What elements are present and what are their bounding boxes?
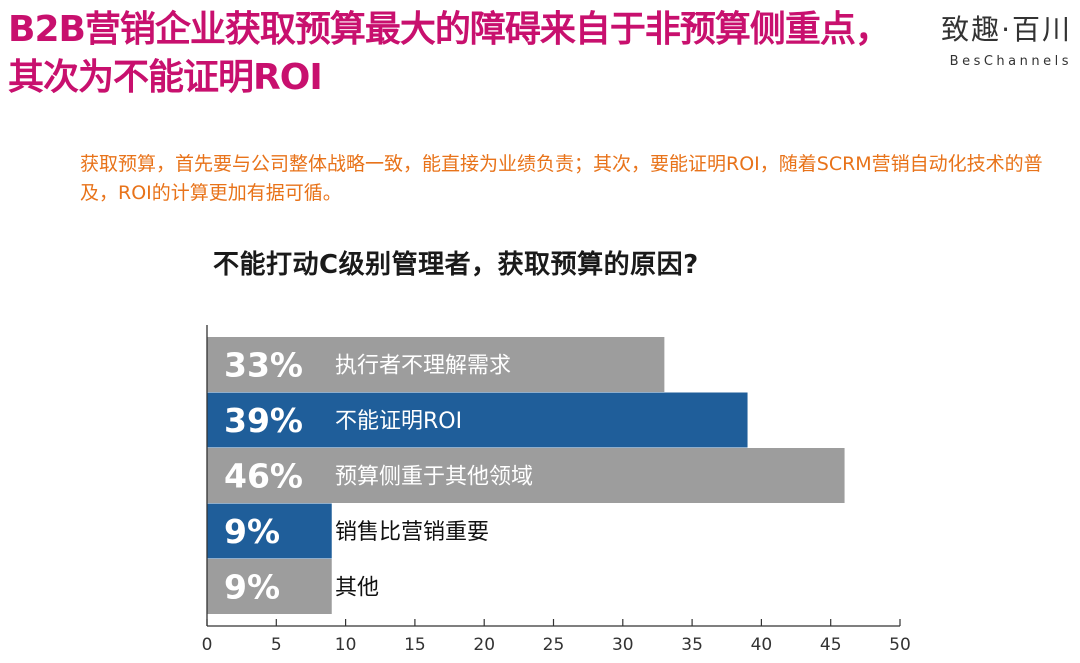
bar-2 — [207, 392, 748, 448]
bar-value-label-4: 9% — [224, 512, 280, 551]
bar-1 — [207, 337, 665, 392]
x-tick-label-25: 25 — [543, 635, 565, 655]
bar-value-label-5: 9% — [224, 568, 280, 607]
bar-category-label-3: 预算侧重于其他领域 — [335, 465, 533, 490]
x-tick-label-35: 35 — [681, 635, 703, 655]
logo-chinese-text: 致趣·百川 — [941, 13, 1072, 46]
logo-english-text: BesChannels — [949, 54, 1072, 69]
x-tick-label-40: 40 — [751, 635, 773, 655]
bar-category-label-2: 不能证明ROI — [335, 409, 462, 434]
bar-value-label-2: 39% — [224, 401, 303, 440]
x-tick-label-15: 15 — [404, 635, 426, 655]
bar-category-label-4: 销售比营销重要 — [335, 520, 489, 545]
bar-4 — [207, 503, 332, 559]
x-tick-label-0: 0 — [202, 635, 213, 655]
brand-logo: 致趣·百川 BesChannels — [922, 12, 1072, 69]
bar-category-label-5: 其他 — [335, 576, 379, 601]
x-tick-label-50: 50 — [889, 635, 911, 655]
x-tick-label-20: 20 — [473, 635, 495, 655]
x-tick-label-10: 10 — [335, 635, 357, 655]
intro-paragraph: 获取预算，首先要与公司整体战略一致，能直接为业绩负责；其次，要能证明ROI，随着… — [80, 153, 1043, 204]
x-tick-label-30: 30 — [612, 635, 634, 655]
x-tick-label-5: 5 — [271, 635, 282, 655]
chart-title: 不能打动C级别管理者，获取预算的原因? — [213, 250, 699, 280]
x-tick-label-45: 45 — [820, 635, 842, 655]
bar-3 — [207, 448, 845, 503]
bar-value-label-1: 33% — [224, 346, 303, 385]
page-headline: B2B营销企业获取预算最大的障碍来自于非预算侧重点，其次为不能证明ROI — [8, 9, 891, 98]
bar-5 — [207, 559, 332, 614]
bar-value-label-3: 46% — [224, 457, 303, 496]
bar-category-label-1: 执行者不理解需求 — [335, 354, 511, 379]
